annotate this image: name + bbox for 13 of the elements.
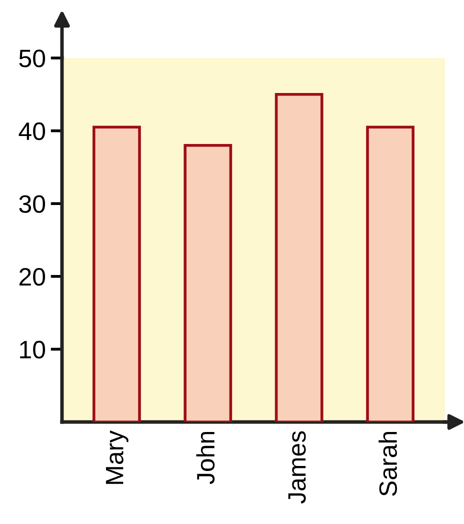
x-tick-label: Sarah <box>378 432 397 496</box>
bar <box>366 126 414 422</box>
y-tick-label: 50 <box>19 50 46 68</box>
bar <box>184 144 232 422</box>
y-tick-label: 40 <box>18 122 46 140</box>
x-tick-label: James <box>288 431 306 504</box>
x-tick-label: Mary <box>106 430 128 484</box>
y-tick-label: 10 <box>20 340 46 359</box>
bar <box>92 126 141 422</box>
x-tick-label: John <box>196 432 215 484</box>
y-tick-label: 20 <box>19 268 46 286</box>
bar <box>274 93 324 422</box>
y-tick-label: 30 <box>19 195 46 213</box>
